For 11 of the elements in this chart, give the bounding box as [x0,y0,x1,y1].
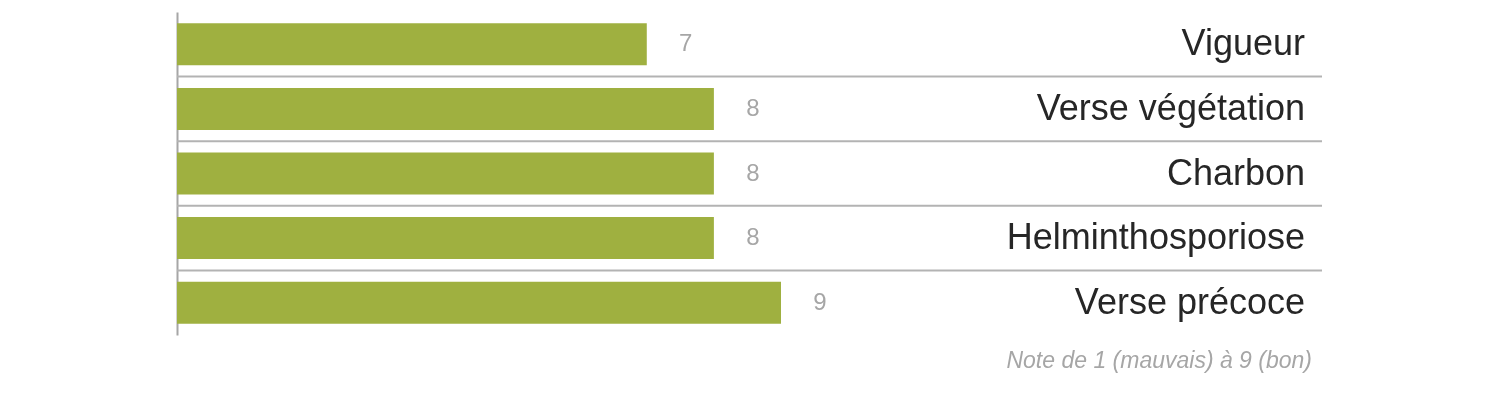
y-tick-label: Charbon [1166,151,1305,193]
text: Note de 1 (mauvais) à 9 (bon) [1006,347,1312,373]
data-label: 8 [746,158,760,186]
y-tick-label: Helminthosporiose [1006,216,1305,258]
data-label: 7 [679,29,693,57]
data-label: 8 [746,223,760,251]
data-label: 9 [813,287,827,315]
y-tick-label: Verse végétation [1036,86,1305,128]
y-tick-label: Vigueur [1181,22,1306,64]
y-tick-label: Verse précoce [1074,280,1305,322]
data-label: 8 [746,93,760,121]
